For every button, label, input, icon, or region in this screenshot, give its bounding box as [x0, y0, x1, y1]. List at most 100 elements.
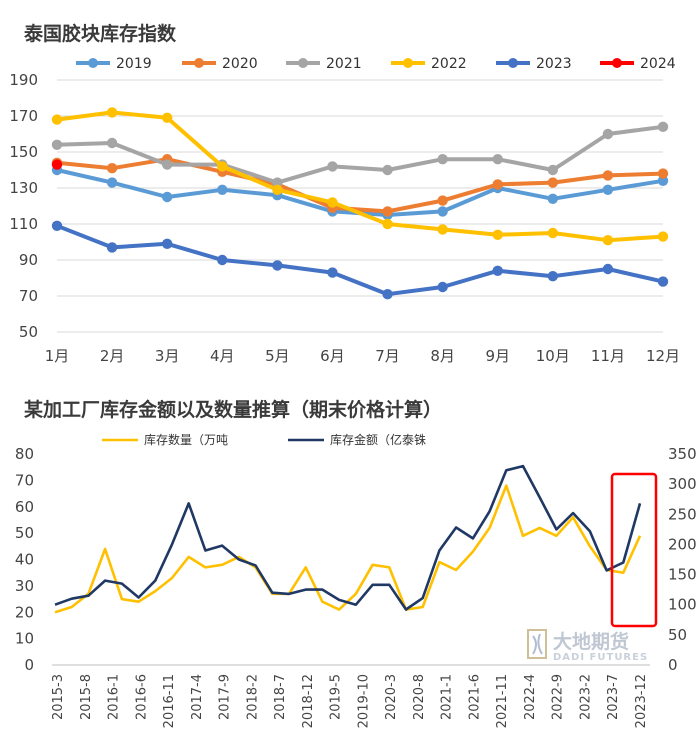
chart2-x-tick: 2018-2: [245, 674, 260, 720]
legend-item-2021: 2021: [286, 56, 362, 72]
chart1-y-tick: 70: [19, 287, 38, 305]
chart2-y-right-tick: 50: [668, 626, 687, 644]
chart1-point-2020: [657, 168, 669, 179]
chart2-legend-label: 库存数量（万吨: [144, 432, 228, 447]
chart2-x-axis: 2015-3 2015-8 2016-1 2016-6 2016-11 2017-4 201…: [51, 674, 649, 728]
chart1-point-2023: [437, 281, 448, 293]
chart1-x-tick: 3月: [155, 347, 180, 365]
chart2-y-left-tick: 20: [15, 603, 34, 621]
chart1-x-tick: 10月: [536, 347, 570, 365]
chart1-point-2022: [161, 112, 173, 124]
chart1-y-tick: 50: [19, 323, 38, 341]
chart1-point-2021: [657, 121, 669, 132]
chart1-point-2022: [547, 227, 559, 239]
chart1-point-2021: [161, 159, 173, 170]
chart2-y-right-tick: 350: [668, 445, 697, 463]
chart2-legend-item: 库存数量（万吨: [102, 432, 228, 447]
legend-label: 2020: [222, 56, 258, 72]
chart2-x-tick: 2016-6: [134, 674, 149, 720]
chart1-point-2021: [272, 177, 283, 188]
chart2-x-tick: 2021-1: [440, 674, 455, 720]
chart1-point-2024: [51, 159, 63, 170]
chart1-point-2019: [602, 184, 614, 195]
chart1-point-2023: [657, 276, 669, 287]
chart1-point-2022: [217, 161, 228, 172]
chart1-x-tick: 12月: [646, 347, 680, 365]
chart1-x-axis: 1月 2月 3月 4月 5月 6月 7月 8月 9月 10月 11月 12月: [45, 347, 680, 365]
chart1-point-2023: [272, 260, 283, 271]
legend-swatch-marker: [194, 58, 204, 68]
chart1-point-2022: [437, 224, 448, 235]
chart1-point-2023: [547, 271, 559, 282]
chart1-point-2020: [382, 206, 393, 217]
chart1-x-tick: 9月: [485, 347, 510, 365]
chart1-point-2022: [327, 197, 338, 208]
chart1-point-2023: [327, 267, 338, 278]
chart2-y-left-tick: 40: [15, 551, 34, 569]
chart1-point-2020: [437, 195, 448, 206]
chart1-title: 泰国胶块库存指数: [23, 22, 177, 45]
chart1-x-tick: 11月: [591, 347, 625, 365]
chart2-y-left-tick: 10: [15, 630, 34, 648]
legend-item-2020: 2020: [182, 56, 258, 72]
chart1-point-2020: [602, 170, 614, 181]
chart2-series: [54, 464, 642, 614]
chart2-x-tick: 2021-11: [495, 674, 510, 728]
chart1-point-2022: [382, 218, 393, 230]
chart1-x-tick: 4月: [210, 347, 235, 365]
chart2-x-tick: 2018-7: [273, 674, 288, 720]
chart1-y-tick: 90: [19, 251, 38, 269]
chart1-point-2023: [106, 242, 118, 253]
chart1-series-2022: [51, 107, 669, 246]
chart-factory-inventory: 某加工厂库存金额以及数量推算（期末价格计算） 库存数量（万吨 库存金额（亿泰铢 0…: [15, 398, 697, 728]
legend-swatch-marker: [612, 58, 622, 68]
watermark: 大地期货 DADI FUTURES: [527, 629, 647, 663]
chart1-point-2022: [657, 231, 669, 242]
chart2-title: 某加工厂库存金额以及数量推算（期末价格计算）: [24, 398, 442, 421]
legend-item-2024: 2024: [600, 56, 676, 72]
chart1-x-tick: 2月: [100, 347, 125, 365]
chart2-y-right-tick: 300: [668, 475, 697, 493]
chart2-x-tick: 2018-12: [301, 674, 316, 728]
legend-label: 2024: [640, 56, 676, 72]
legend-item-2023: 2023: [496, 56, 572, 72]
chart2-x-tick: 2015-8: [79, 674, 94, 720]
chart1-point-2021: [547, 164, 559, 176]
chart1-point-2019: [657, 175, 669, 186]
chart2-x-tick: 2020-8: [412, 674, 427, 720]
dadi-logo-icon: [527, 629, 547, 659]
chart1-y-tick: 190: [9, 71, 38, 89]
chart1-point-2021: [437, 154, 448, 165]
chart2-y-left-tick: 50: [15, 524, 34, 542]
legend-swatch-marker: [403, 58, 413, 68]
chart2-y-left-tick: 60: [15, 498, 34, 516]
chart1-x-tick: 5月: [265, 347, 290, 365]
chart1-point-2019: [161, 191, 173, 203]
chart1-point-2021: [492, 154, 503, 165]
chart1-gridlines: [57, 79, 663, 333]
chart1-point-2022: [602, 235, 614, 246]
chart1-point-2020: [106, 163, 118, 174]
chart1-y-tick: 110: [9, 215, 38, 233]
chart2-y-right-tick: 250: [668, 505, 697, 523]
chart1-line-2022: [55, 110, 665, 243]
chart1-series-2024: [51, 159, 63, 170]
chart1-line-2021: [55, 124, 665, 185]
chart1-point-2022: [106, 107, 118, 118]
watermark-text: 大地期货: [553, 630, 629, 653]
legend-label: 2021: [326, 56, 362, 72]
chart1-point-2021: [602, 128, 614, 140]
chart2-x-tick: 2023-2: [578, 674, 593, 720]
chart1-point-2021: [382, 164, 393, 176]
chart1-series-2023: [51, 220, 669, 300]
chart2-legend: 库存数量（万吨 库存金额（亿泰铢: [102, 432, 426, 447]
chart1-point-2023: [51, 220, 63, 231]
chart2-y-right-tick: 150: [668, 566, 697, 584]
chart2-x-tick: 2017-4: [190, 674, 205, 720]
chart1-legend: 2019 2020 2021 2022 2023 2024: [76, 56, 676, 72]
chart2-y-left-tick: 0: [24, 656, 34, 674]
chart1-point-2022: [272, 184, 283, 195]
chart2-x-tick: 2022-4: [523, 674, 538, 720]
chart1-point-2019: [106, 177, 118, 188]
chart1-point-2023: [602, 263, 614, 275]
